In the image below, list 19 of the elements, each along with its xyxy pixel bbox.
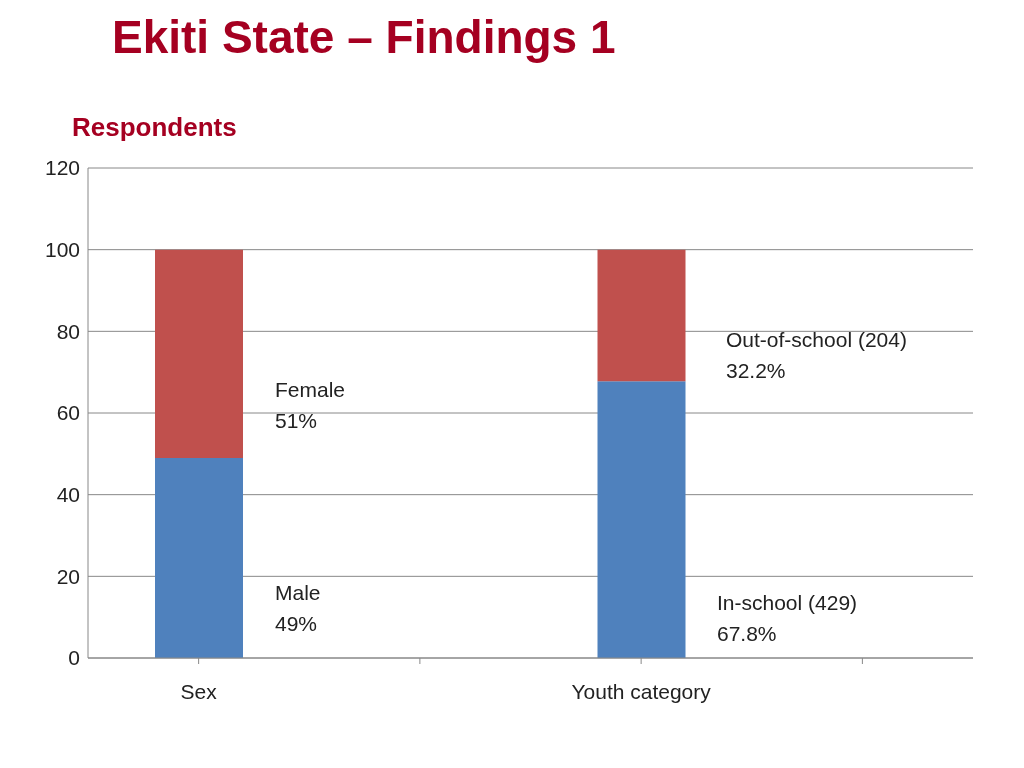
chart-title: Ekiti State – Findings 1 — [112, 10, 616, 64]
chart-subtitle: Respondents — [72, 112, 237, 143]
annotation: In-school (429) 67.8% — [717, 590, 858, 647]
y-tick-label: 40 — [56, 483, 80, 507]
y-tick-label: 80 — [56, 319, 80, 343]
y-tick-label: 100 — [44, 238, 80, 262]
bar — [155, 457, 243, 658]
y-tick-label: 60 — [56, 401, 80, 425]
y-tick-label: 120 — [44, 156, 80, 180]
bar — [597, 381, 686, 658]
annotation: Out-of-school (204) 32.2% — [726, 327, 907, 384]
bar — [155, 249, 243, 458]
y-tick-label: 0 — [68, 646, 80, 670]
annotation: Female 51% — [275, 377, 346, 434]
annotation: Male 49% — [275, 580, 321, 637]
y-tick-label: 20 — [56, 564, 80, 588]
x-tick-label: Sex — [180, 679, 218, 703]
bar — [597, 249, 686, 382]
x-tick-label: Youth category — [571, 679, 712, 703]
